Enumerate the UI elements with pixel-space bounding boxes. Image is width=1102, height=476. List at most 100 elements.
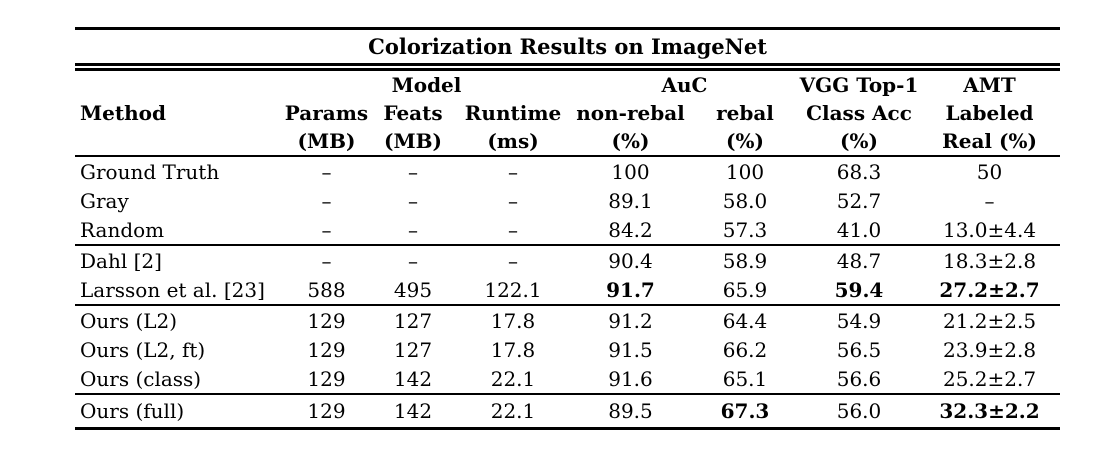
header-spacer xyxy=(75,127,283,157)
unit-params: (MB) xyxy=(283,127,370,157)
cell-classacc: 54.9 xyxy=(799,304,919,335)
header-unit-row: (MB) (MB) (ms) (%) (%) (%) Real (%) xyxy=(75,127,1061,157)
header-runtime: Runtime xyxy=(464,101,562,125)
cell-params: – xyxy=(283,244,370,275)
cell-rebal: 66.2 xyxy=(722,337,768,362)
cell-runtime: 122.1 xyxy=(484,277,542,302)
header-spacer xyxy=(75,67,283,99)
table-row-gray: Gray – – – 89.1 58.0 52.7 – xyxy=(75,186,1060,215)
cell-method: Random xyxy=(80,217,165,242)
cell-runtime: 17.8 xyxy=(490,337,536,362)
cell-runtime: – xyxy=(508,159,518,184)
cell-amt: – xyxy=(984,188,995,213)
cell-rebal: 67.3 xyxy=(691,393,799,430)
header-group-row: Model AuC VGG Top-1 AMT xyxy=(75,67,1060,99)
unit-classacc: (%) xyxy=(799,127,919,157)
cell-classacc: 41.0 xyxy=(836,217,882,242)
table-row-random: Random – – – 84.2 57.3 41.0 13.0±4.4 xyxy=(75,215,1060,245)
unit-runtime: (ms) xyxy=(456,127,570,157)
cell-method: Gray xyxy=(80,188,129,213)
cell-params: 129 xyxy=(283,304,370,335)
cell-method: Ours (class) xyxy=(80,366,202,391)
cell-params: 129 xyxy=(307,337,346,362)
table-row-ours-l2-ft: Ours (L2, ft) 129 127 17.8 91.5 66.2 56.… xyxy=(75,335,1060,364)
cell-feats: 127 xyxy=(393,337,433,362)
cell-classacc: 56.6 xyxy=(836,366,882,391)
cell-method: Ours (L2, ft) xyxy=(80,337,206,362)
header-group-vgg-top1: VGG Top-1 xyxy=(799,73,919,97)
cell-nonrebal: 89.5 xyxy=(570,393,691,430)
cell-rebal: 58.9 xyxy=(691,244,799,275)
cell-rebal: 65.1 xyxy=(722,366,768,391)
header-group-auc: AuC xyxy=(661,73,708,97)
cell-feats: 495 xyxy=(393,277,433,302)
cell-feats: – xyxy=(408,188,418,213)
table-title-row: Colorization Results on ImageNet xyxy=(75,27,1061,71)
header-group-model: Model xyxy=(391,73,462,97)
cell-feats: 127 xyxy=(370,304,456,335)
cell-runtime: – xyxy=(508,188,518,213)
cell-params: 588 xyxy=(307,277,346,302)
header-labeled: Labeled xyxy=(945,101,1034,125)
cell-nonrebal: 89.1 xyxy=(608,188,653,213)
cell-amt: 27.2±2.7 xyxy=(939,277,1040,302)
cell-runtime: 22.1 xyxy=(456,393,570,430)
cell-nonrebal: 100 xyxy=(611,159,650,184)
cell-classacc: 68.3 xyxy=(836,159,882,184)
cell-amt: 18.3±2.8 xyxy=(919,244,1061,275)
cell-classacc: 56.0 xyxy=(799,393,919,430)
cell-rebal: 57.3 xyxy=(722,217,768,242)
cell-runtime: – xyxy=(508,217,518,242)
header-classacc: Class Acc xyxy=(806,101,912,125)
cell-params: – xyxy=(321,188,332,213)
cell-runtime: 17.8 xyxy=(456,304,570,335)
cell-params: 129 xyxy=(283,393,370,430)
cell-classacc: 56.5 xyxy=(836,337,882,362)
cell-method: Dahl [2] xyxy=(75,244,283,275)
table-title: Colorization Results on ImageNet xyxy=(75,27,1061,71)
table-row-ours-class: Ours (class) 129 142 22.1 91.6 65.1 56.6… xyxy=(75,364,1060,394)
cell-classacc: 59.4 xyxy=(834,277,884,302)
cell-amt: 50 xyxy=(976,159,1003,184)
cell-feats: – xyxy=(408,217,418,242)
cell-method: Ground Truth xyxy=(80,159,220,184)
unit-nonrebal: (%) xyxy=(570,127,691,157)
table-header: Colorization Results on ImageNet Model A… xyxy=(75,27,1061,157)
cell-classacc: 52.7 xyxy=(836,188,882,213)
cell-runtime: – xyxy=(456,244,570,275)
cell-amt: 32.3±2.2 xyxy=(919,393,1061,430)
header-rebal: rebal xyxy=(716,101,774,125)
cell-amt: 25.2±2.7 xyxy=(942,366,1037,391)
cell-rebal: 65.9 xyxy=(722,277,768,302)
cell-params: – xyxy=(321,159,332,184)
unit-labeled: Real (%) xyxy=(919,127,1061,157)
header-feats: Feats xyxy=(383,101,443,125)
cell-params: – xyxy=(321,217,332,242)
cell-nonrebal: 91.6 xyxy=(608,366,653,391)
table-row-ground-truth: Ground Truth – – – 100 100 68.3 50 xyxy=(75,156,1060,186)
table-row-dahl: Dahl [2] – – – 90.4 58.9 48.7 18.3±2.8 xyxy=(75,244,1061,275)
colorization-results-table: Colorization Results on ImageNet Model A… xyxy=(75,27,1061,430)
cell-params: 129 xyxy=(307,366,346,391)
unit-feats: (MB) xyxy=(370,127,456,157)
cell-nonrebal: 91.2 xyxy=(570,304,691,335)
cell-amt: 23.9±2.8 xyxy=(942,337,1037,362)
header-params: Params xyxy=(284,101,369,125)
cell-method: Larsson et al. [23] xyxy=(80,277,265,302)
unit-rebal: (%) xyxy=(691,127,799,157)
cell-amt: 21.2±2.5 xyxy=(919,304,1061,335)
cell-amt: 13.0±4.4 xyxy=(942,217,1037,242)
cell-method: Ours (full) xyxy=(75,393,283,430)
header-method: Method xyxy=(80,101,166,125)
table-row-larsson: Larsson et al. [23] 588 495 122.1 91.7 6… xyxy=(75,275,1060,305)
cell-rebal: 100 xyxy=(725,159,765,184)
header-label-row: Method Params Feats Runtime non-rebal re… xyxy=(75,99,1060,127)
header-group-amt: AMT xyxy=(963,73,1016,97)
cell-feats: 142 xyxy=(370,393,456,430)
cell-feats: 142 xyxy=(393,366,433,391)
cell-nonrebal: 90.4 xyxy=(570,244,691,275)
cell-rebal: 64.4 xyxy=(691,304,799,335)
cell-feats: – xyxy=(408,159,418,184)
header-nonrebal: non-rebal xyxy=(576,101,685,125)
